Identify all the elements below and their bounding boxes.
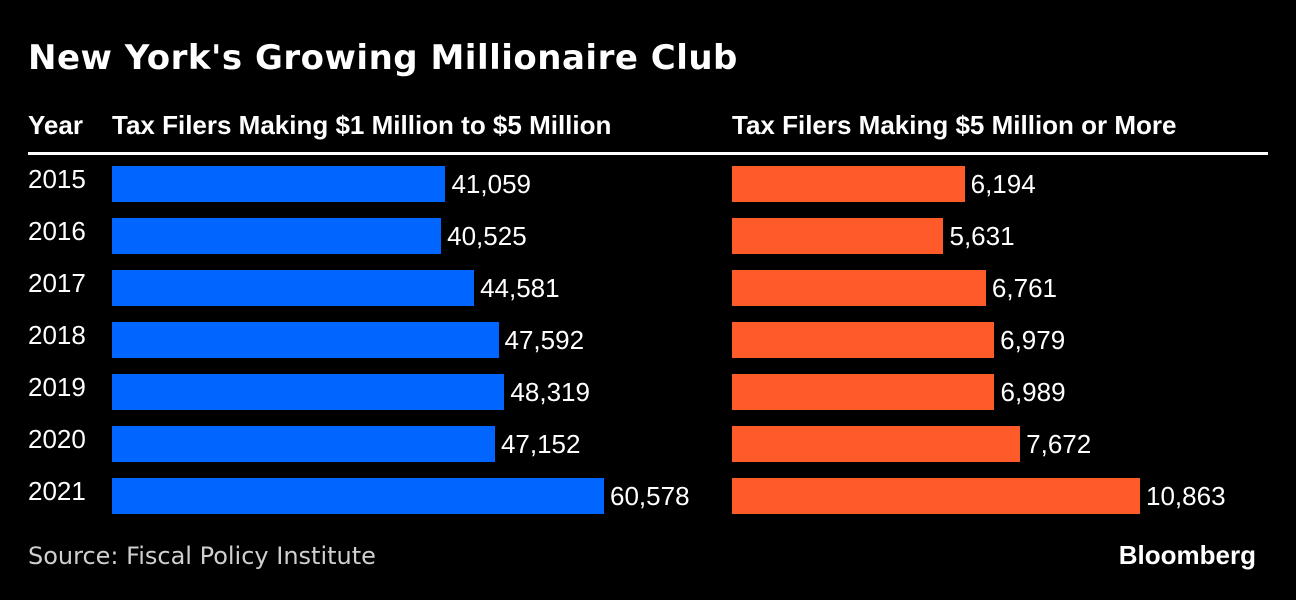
year-label: 2020 [28, 424, 86, 454]
bar-series-1 [112, 218, 442, 254]
value-label-series-2: 5,631 [949, 221, 1015, 251]
value-label-series-1: 40,525 [447, 221, 527, 251]
value-label-series-2: 7,672 [1026, 429, 1092, 459]
source-note: Source: Fiscal Policy Institute [28, 542, 376, 570]
bar-series-2 [732, 166, 965, 202]
year-label: 2018 [28, 320, 86, 350]
year-label: 2015 [28, 164, 86, 194]
value-label-series-2: 6,989 [1000, 377, 1066, 407]
value-label-series-1: 48,319 [510, 377, 590, 407]
value-label-series-1: 44,581 [480, 273, 560, 303]
value-label-series-1: 47,152 [500, 429, 581, 459]
bar-series-1 [112, 374, 505, 410]
chart-title: New York's Growing Millionaire Club [28, 38, 738, 78]
bar-series-2 [732, 322, 995, 358]
year-column-header: Year [28, 110, 83, 140]
bar-series-2 [732, 426, 1021, 462]
year-label: 2016 [28, 216, 86, 246]
bar-series-1 [112, 166, 446, 202]
value-label-series-2: 6,194 [970, 169, 1036, 199]
bar-series-2 [732, 478, 1140, 514]
bloomberg-logo: Bloomberg [1118, 540, 1256, 570]
bar-series-2 [732, 218, 944, 254]
value-label-series-2: 6,979 [1000, 325, 1066, 355]
value-label-series-1: 41,059 [451, 169, 531, 199]
bar-series-2 [732, 270, 986, 306]
bar-series-1 [112, 322, 499, 358]
header-rule [28, 152, 1268, 155]
year-label: 2017 [28, 268, 86, 298]
value-label-series-1: 60,578 [610, 481, 690, 511]
year-label: 2021 [28, 476, 86, 506]
value-label-series-2: 10,863 [1146, 481, 1226, 511]
bar-series-1 [112, 270, 475, 306]
series-2-header: Tax Filers Making $5 Million or More [732, 110, 1177, 140]
bar-series-2 [732, 374, 995, 410]
series-1-header: Tax Filers Making $1 Million to $5 Milli… [112, 110, 612, 140]
bar-series-1 [112, 426, 495, 462]
value-label-series-1: 47,592 [504, 325, 585, 355]
year-label: 2019 [28, 372, 86, 402]
value-label-series-2: 6,761 [991, 273, 1057, 303]
bar-series-1 [112, 478, 604, 514]
